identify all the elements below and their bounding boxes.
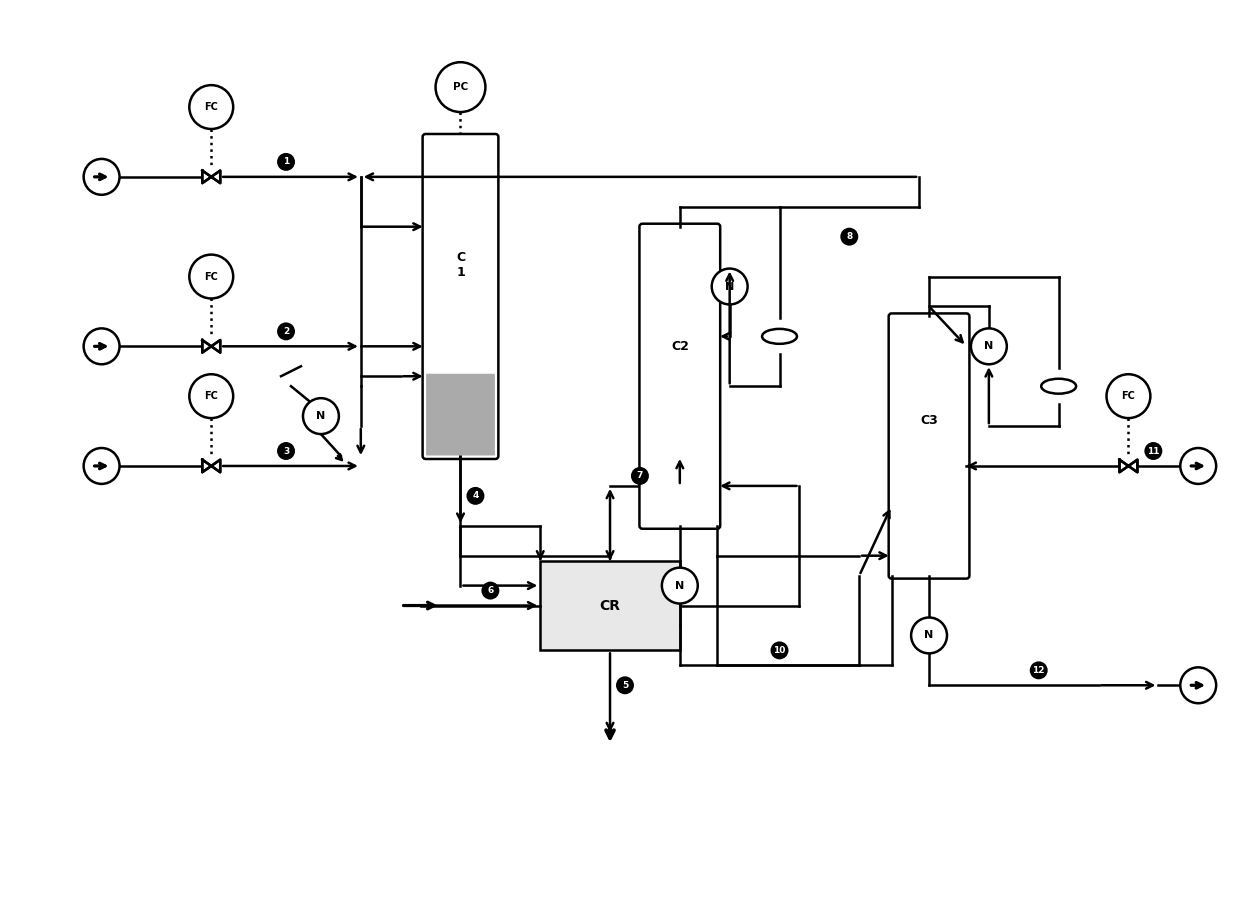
Circle shape — [190, 255, 233, 298]
Text: 5: 5 — [621, 680, 629, 689]
Circle shape — [712, 268, 748, 304]
Circle shape — [1029, 661, 1048, 680]
Polygon shape — [1120, 459, 1137, 472]
Text: 8: 8 — [846, 232, 852, 241]
Ellipse shape — [1042, 379, 1076, 394]
FancyBboxPatch shape — [640, 224, 720, 529]
FancyBboxPatch shape — [423, 134, 498, 459]
Text: N: N — [985, 342, 993, 352]
Circle shape — [83, 448, 119, 484]
Circle shape — [662, 568, 698, 603]
Text: 3: 3 — [283, 447, 289, 456]
Text: C
1: C 1 — [456, 251, 465, 278]
Circle shape — [841, 227, 858, 246]
Text: FC: FC — [1121, 391, 1136, 401]
Text: 12: 12 — [1033, 666, 1045, 675]
Ellipse shape — [763, 329, 797, 344]
Text: 2: 2 — [283, 327, 289, 336]
Circle shape — [911, 618, 947, 653]
Text: N: N — [725, 282, 734, 292]
Text: N: N — [676, 581, 684, 591]
Text: C2: C2 — [671, 340, 688, 352]
Circle shape — [190, 374, 233, 418]
Text: FC: FC — [205, 272, 218, 282]
Circle shape — [1180, 668, 1216, 703]
Circle shape — [770, 641, 789, 660]
Text: 4: 4 — [472, 491, 479, 500]
Circle shape — [1145, 442, 1162, 460]
Text: PC: PC — [453, 82, 469, 92]
FancyBboxPatch shape — [541, 561, 680, 651]
FancyBboxPatch shape — [427, 374, 495, 456]
Circle shape — [1180, 448, 1216, 484]
Circle shape — [277, 153, 295, 171]
Circle shape — [631, 467, 649, 485]
Text: 6: 6 — [487, 586, 494, 595]
Text: N: N — [316, 411, 326, 421]
Circle shape — [83, 328, 119, 364]
Circle shape — [1106, 374, 1151, 418]
Circle shape — [277, 442, 295, 460]
Polygon shape — [202, 170, 221, 183]
Text: N: N — [925, 631, 934, 641]
Text: 11: 11 — [1147, 447, 1159, 456]
Text: FC: FC — [205, 102, 218, 112]
Text: 7: 7 — [637, 471, 644, 480]
Text: CR: CR — [599, 599, 620, 612]
Circle shape — [466, 487, 485, 505]
Polygon shape — [202, 340, 221, 352]
Circle shape — [481, 582, 500, 600]
Circle shape — [435, 63, 485, 112]
Circle shape — [190, 85, 233, 129]
FancyBboxPatch shape — [889, 313, 970, 579]
Text: 10: 10 — [774, 646, 786, 655]
Circle shape — [971, 328, 1007, 364]
Text: FC: FC — [205, 391, 218, 401]
Polygon shape — [202, 459, 221, 472]
Text: 1: 1 — [283, 158, 289, 167]
Circle shape — [277, 323, 295, 341]
Circle shape — [616, 676, 634, 694]
Circle shape — [83, 159, 119, 195]
Circle shape — [303, 398, 339, 434]
Text: C3: C3 — [920, 414, 937, 427]
